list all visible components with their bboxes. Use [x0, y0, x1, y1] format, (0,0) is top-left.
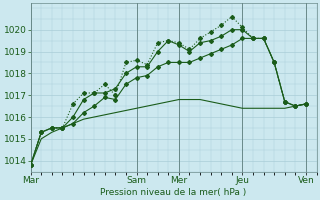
X-axis label: Pression niveau de la mer( hPa ): Pression niveau de la mer( hPa ) — [100, 188, 247, 197]
